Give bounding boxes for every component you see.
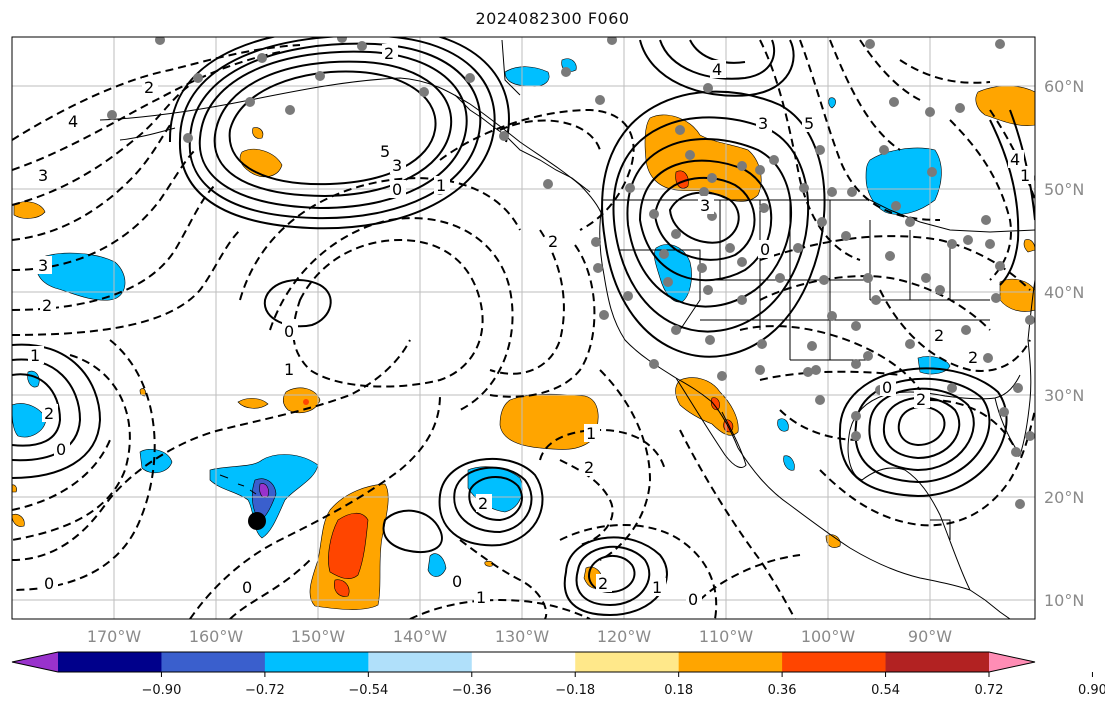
lon-label: 120°W xyxy=(597,627,652,646)
contour-label: 1 xyxy=(476,588,486,607)
colorbar-segment xyxy=(678,652,783,672)
contour-label: 2 xyxy=(144,78,154,97)
colorbar-tick-label: 0.54 xyxy=(871,683,900,698)
storm-center-marker xyxy=(248,512,266,530)
lat-label: 40°N xyxy=(1044,283,1084,302)
contour-label: 3 xyxy=(392,156,402,175)
lon-label: 110°W xyxy=(699,627,754,646)
colorbar-tick-label: −0.36 xyxy=(452,683,492,698)
colorbar-tick-label: 0.90 xyxy=(1078,683,1105,698)
contour-label: 5 xyxy=(380,142,390,161)
colorbar-segment xyxy=(368,652,473,672)
colorbar-segment xyxy=(575,652,680,672)
latitude-axis: 60°N 50°N 40°N 30°N 20°N 10°N xyxy=(1044,77,1084,610)
contour-label: 0 xyxy=(284,322,294,341)
contour-label: 0 xyxy=(452,572,462,591)
contour-label: 2 xyxy=(598,574,608,593)
contour-label: 1 xyxy=(30,346,40,365)
colorbar-segment xyxy=(161,652,266,672)
contour-label: 0 xyxy=(882,378,892,397)
lat-label: 60°N xyxy=(1044,77,1084,96)
lon-label: 170°W xyxy=(87,627,142,646)
lon-label: 140°W xyxy=(393,627,448,646)
lat-label: 10°N xyxy=(1044,591,1084,610)
lon-label: 160°W xyxy=(189,627,244,646)
contour-label: 0 xyxy=(688,590,698,609)
colorbar-extend-low xyxy=(12,652,58,672)
colorbar-tick-label: −0.72 xyxy=(245,683,285,698)
contour-label: 4 xyxy=(68,112,78,131)
contour-label: 2 xyxy=(916,390,926,409)
lat-label: 20°N xyxy=(1044,488,1084,507)
contour-label: 1 xyxy=(1020,166,1030,185)
contour-labels: 2 4 3 2 3 5 4 0 1 2 4 3 5 2 0 3 2 0 1 0 … xyxy=(28,44,1034,609)
contour-label: 3 xyxy=(38,256,48,275)
colorbar-extend-high xyxy=(989,652,1035,672)
contour-label: 0 xyxy=(392,180,402,199)
colorbar-segment xyxy=(58,652,162,672)
lat-label: 30°N xyxy=(1044,386,1084,405)
lon-label: 90°W xyxy=(908,627,952,646)
contour-label: 3 xyxy=(758,114,768,133)
contour-label: 4 xyxy=(712,60,722,79)
colorbar-segment xyxy=(471,652,576,672)
colorbar-outline xyxy=(11,651,1036,673)
solid-contours xyxy=(12,37,1035,617)
lon-label: 100°W xyxy=(801,627,856,646)
contour-label: 1 xyxy=(284,360,294,379)
contour-label: 1 xyxy=(586,424,596,443)
lon-label: 130°W xyxy=(495,627,550,646)
dashed-contours xyxy=(12,39,1035,619)
colorbar-tick-label: −0.90 xyxy=(142,683,182,698)
contour-label: 2 xyxy=(478,494,488,513)
contour-label: 2 xyxy=(968,348,978,367)
colorbar-tick-label: −0.18 xyxy=(555,683,595,698)
colorbar-tick-label: 0.18 xyxy=(664,683,693,698)
station-dots xyxy=(107,37,1035,509)
contour-label: 3 xyxy=(38,166,48,185)
lon-label: 150°W xyxy=(291,627,346,646)
contour-label: 2 xyxy=(42,296,52,315)
map-panel xyxy=(12,37,1035,619)
colorbar: −0.90 −0.72 −0.54 −0.36 −0.18 0.18 0.36 0.54 0.7… xyxy=(11,651,1105,698)
colorbar-tick-label: 0.36 xyxy=(768,683,797,698)
contour-label: 0 xyxy=(56,440,66,459)
contour-label: 1 xyxy=(652,578,662,597)
contour-label: 0 xyxy=(242,578,252,597)
contour-label: 2 xyxy=(934,326,944,345)
contour-label: 4 xyxy=(1010,150,1020,169)
contour-label: 1 xyxy=(436,176,446,195)
contour-label: 0 xyxy=(44,574,54,593)
contour-label: 5 xyxy=(804,114,814,133)
contour-label: 2 xyxy=(584,458,594,477)
longitude-axis: 170°W 160°W 150°W 140°W 130°W 120°W 110°… xyxy=(87,627,952,646)
contour-label: 2 xyxy=(548,232,558,251)
colorbar-tick-label: 0.72 xyxy=(975,683,1004,698)
contour-label: 2 xyxy=(384,44,394,63)
colorbar-segment xyxy=(782,652,887,672)
contour-label: 2 xyxy=(44,404,54,423)
map-title: 2024082300 F060 xyxy=(475,9,630,28)
lat-label: 50°N xyxy=(1044,180,1084,199)
colorbar-tick-label: −0.54 xyxy=(348,683,388,698)
colorbar-segment xyxy=(885,652,990,672)
contour-label: 3 xyxy=(700,196,710,215)
contour-label: 0 xyxy=(760,240,770,259)
colorbar-segment xyxy=(264,652,369,672)
map-frame xyxy=(11,36,1036,620)
